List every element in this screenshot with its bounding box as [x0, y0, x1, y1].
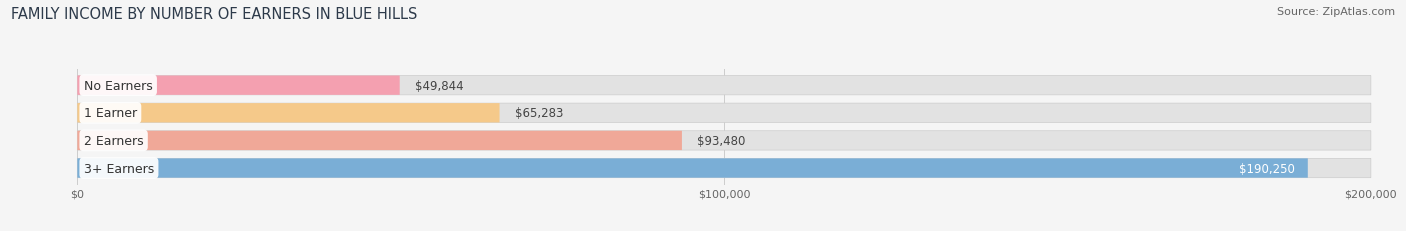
Text: $190,250: $190,250 — [1239, 162, 1295, 175]
FancyBboxPatch shape — [77, 131, 1371, 150]
FancyBboxPatch shape — [77, 76, 399, 95]
Text: $93,480: $93,480 — [697, 134, 745, 147]
Text: FAMILY INCOME BY NUMBER OF EARNERS IN BLUE HILLS: FAMILY INCOME BY NUMBER OF EARNERS IN BL… — [11, 7, 418, 22]
Text: $49,844: $49,844 — [415, 79, 464, 92]
FancyBboxPatch shape — [77, 159, 1308, 178]
Text: Source: ZipAtlas.com: Source: ZipAtlas.com — [1277, 7, 1395, 17]
FancyBboxPatch shape — [77, 104, 499, 123]
Text: $65,283: $65,283 — [515, 107, 564, 120]
FancyBboxPatch shape — [77, 131, 682, 150]
FancyBboxPatch shape — [77, 76, 1371, 95]
Text: No Earners: No Earners — [84, 79, 152, 92]
FancyBboxPatch shape — [77, 104, 1371, 123]
Text: 1 Earner: 1 Earner — [84, 107, 136, 120]
Text: 2 Earners: 2 Earners — [84, 134, 143, 147]
FancyBboxPatch shape — [77, 159, 1371, 178]
Text: 3+ Earners: 3+ Earners — [84, 162, 155, 175]
